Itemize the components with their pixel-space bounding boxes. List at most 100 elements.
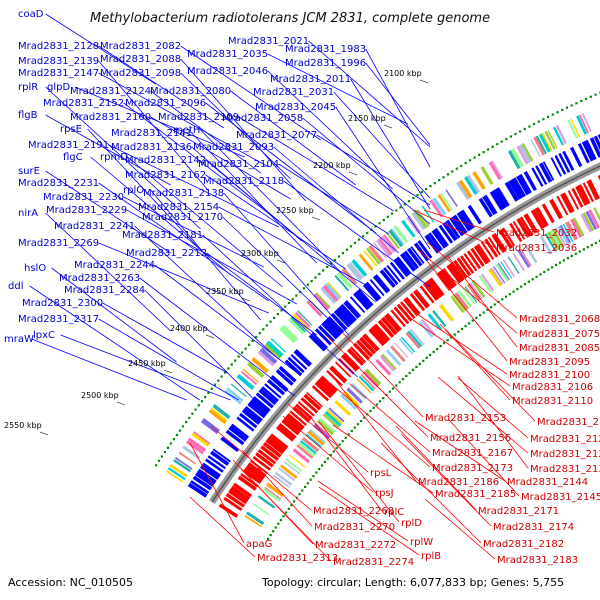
forward-cds-block <box>497 187 510 207</box>
cog-forward-block <box>281 324 299 342</box>
gene-label-forward: Mrad2831_2191 <box>28 140 109 151</box>
cog-forward-block <box>378 237 393 255</box>
cog-forward-block <box>464 176 479 195</box>
reverse-cds-block <box>329 365 348 384</box>
gc-dot <box>322 269 325 272</box>
cog-forward-block <box>167 467 186 481</box>
gc-dot <box>279 518 282 522</box>
gc-dot <box>570 104 573 107</box>
gene-label-forward: Mrad2831_2147 <box>18 68 99 79</box>
map-title: Methylobacterium radiotolerans JCM 2831,… <box>90 11 490 26</box>
gc-dot <box>543 270 546 274</box>
gc-dot <box>335 446 338 450</box>
cog-reverse-block <box>360 373 376 390</box>
cog-forward-block <box>247 362 265 379</box>
feature-callout-lines <box>29 13 536 562</box>
gc-dot <box>450 336 453 339</box>
cog-reverse-block <box>418 320 434 338</box>
reverse-cds-block <box>597 174 600 181</box>
reverse-cds-block <box>320 375 338 393</box>
gc-dot <box>407 200 411 203</box>
forward-cds-block <box>321 321 340 340</box>
reverse-cds-block <box>501 227 516 247</box>
gc-dot <box>227 367 230 370</box>
forward-cds-block <box>435 227 449 247</box>
gene-label-reverse: Mrad2831_2268 <box>313 506 394 517</box>
cog-forward-block <box>315 292 331 309</box>
callout-line-reverse <box>349 383 431 453</box>
cog-reverse-block <box>285 458 303 473</box>
reverse-cds-block <box>232 482 253 498</box>
gene-label-reverse: Mrad2831_2145 <box>521 492 600 503</box>
callout-line-forward <box>102 302 228 374</box>
gc-dot <box>287 507 290 510</box>
reverse-cds-block <box>578 184 591 204</box>
cog-reverse-block <box>559 224 572 244</box>
reverse-cds-block <box>422 281 440 301</box>
cog-forward-block <box>472 171 486 190</box>
gc-dot <box>473 156 476 159</box>
gc-dot <box>185 421 188 424</box>
forward-cds-block <box>531 167 544 187</box>
forward-cds-block <box>460 209 475 230</box>
cog-forward-block <box>383 234 398 252</box>
cog-forward-block <box>581 113 592 133</box>
cog-reverse-block <box>471 279 486 298</box>
callout-line-forward <box>31 338 187 401</box>
gc-dot <box>247 343 251 346</box>
cog-forward-block <box>390 228 405 246</box>
gc-dot <box>210 387 213 390</box>
cog-reverse-block <box>334 400 352 417</box>
callout-line-forward <box>278 163 389 235</box>
cog-reverse-block <box>502 259 516 278</box>
cog-reverse-block <box>305 433 323 448</box>
gc-dot <box>562 259 566 262</box>
gc-dot <box>350 429 353 433</box>
forward-cds-block <box>369 278 385 297</box>
gc-dot <box>332 450 335 453</box>
reverse-cds-block <box>286 413 305 430</box>
reverse-cds-block <box>289 410 307 426</box>
gc-dot <box>566 257 569 260</box>
callout-line-forward <box>45 170 171 254</box>
forward-cds-block <box>406 247 423 267</box>
gc-dot <box>556 111 559 114</box>
cog-forward-block <box>208 409 227 425</box>
callout-line-forward <box>180 45 321 141</box>
cog-reverse-block <box>519 248 532 267</box>
forward-cds-block <box>244 405 263 422</box>
gc-dot <box>326 457 329 460</box>
cog-reverse-block <box>298 442 316 457</box>
forward-cds-block <box>333 308 353 328</box>
reverse-cds-block <box>275 424 296 442</box>
callout-line-reverse <box>329 382 431 468</box>
forward-cds-block <box>195 470 216 487</box>
cog-reverse-block <box>409 328 425 346</box>
callout-line-forward <box>154 264 295 372</box>
reverse-cds-block <box>396 303 413 322</box>
cog-reverse-block <box>544 233 557 252</box>
reverse-cds-block <box>294 403 313 420</box>
tick-mark <box>116 401 126 406</box>
gc-dot <box>276 313 279 316</box>
reverse-cds-block <box>255 452 274 468</box>
cog-reverse-block <box>512 252 525 271</box>
cog-reverse-block <box>381 353 397 370</box>
callout-line-forward <box>283 180 431 288</box>
reverse-cds-block <box>240 473 259 488</box>
gene-label-reverse: rplW <box>410 537 433 548</box>
tick-mark <box>163 369 173 374</box>
gc-dot <box>429 184 432 188</box>
genome-rings <box>155 91 600 540</box>
gc-dot <box>546 115 550 118</box>
forward-cds-block <box>427 232 443 252</box>
forward-cds-block <box>267 379 286 396</box>
gene-label-reverse: Mrad2831_2174 <box>493 522 574 533</box>
gc-dot <box>429 353 432 356</box>
forward-cds-block <box>247 400 267 419</box>
cog-forward-block <box>440 192 453 211</box>
cog-reverse-block <box>549 229 563 249</box>
gc-dot <box>558 261 562 264</box>
cog-forward-block <box>348 262 364 279</box>
tick-mark <box>39 431 49 436</box>
